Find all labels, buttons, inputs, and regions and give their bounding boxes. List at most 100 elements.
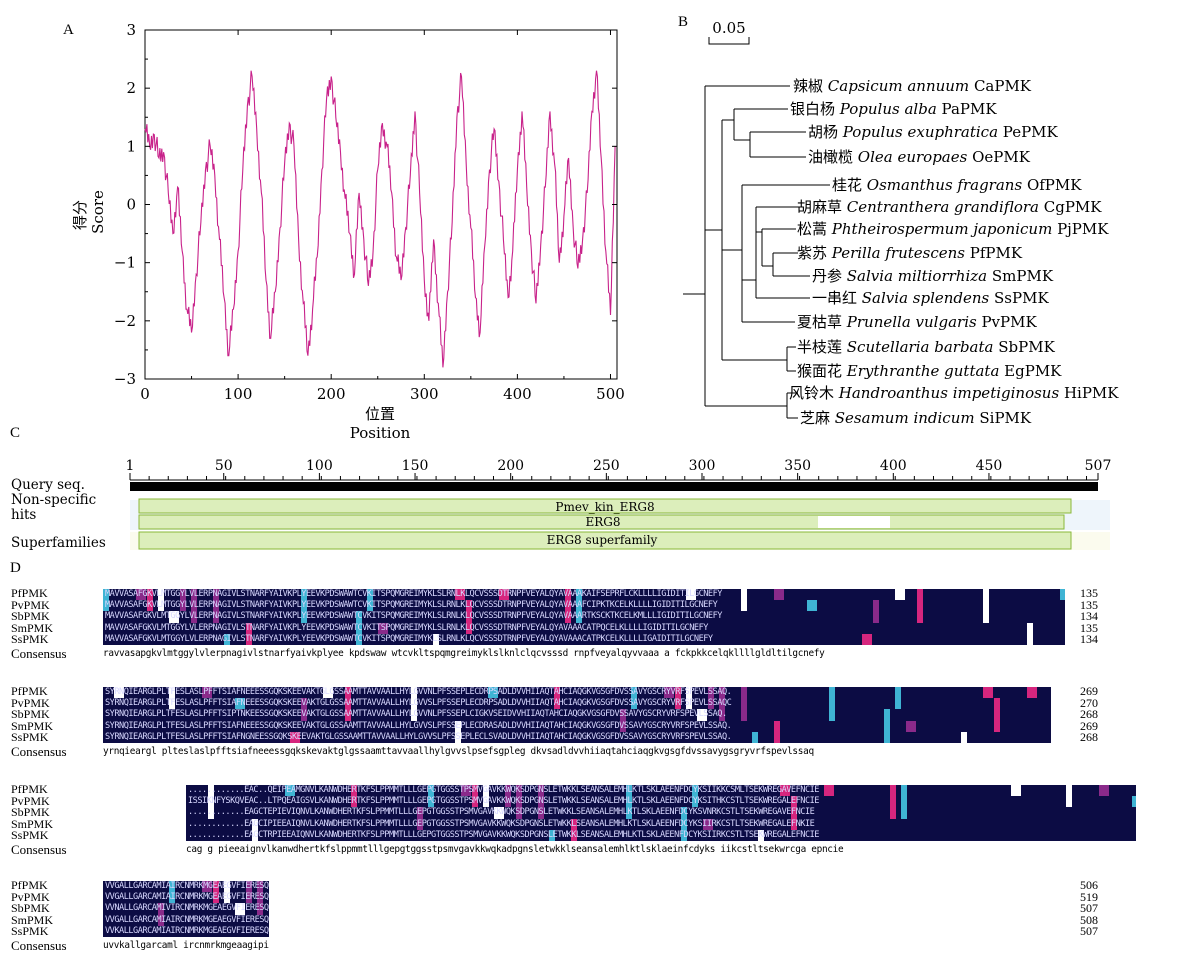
scale-bar bbox=[708, 37, 750, 45]
sequence-end-position: 507 bbox=[1080, 901, 1098, 915]
taxon-cn: 辣椒 bbox=[793, 77, 828, 95]
highlight-column bbox=[565, 589, 571, 623]
taxon-gene: OfPMK bbox=[1027, 176, 1082, 194]
sequence-end-position: 270 bbox=[1080, 695, 1098, 710]
y-tick-labels: 3 2 1 0 −1 −2 −3 bbox=[114, 21, 617, 388]
sequence-name: SbPMK bbox=[11, 609, 50, 623]
hit-pmev-kin-erg8 bbox=[138, 498, 1072, 514]
highlight-column bbox=[686, 589, 696, 601]
highlight-column bbox=[323, 687, 333, 699]
x-tick-label: 300 bbox=[410, 385, 439, 403]
taxon-label: 辣椒 Capsicum annuum CaPMK bbox=[793, 77, 1032, 95]
taxon-sci: Perilla frutescens bbox=[831, 244, 970, 262]
highlight-column bbox=[472, 785, 478, 808]
x-axis-label-cn: 位置 bbox=[365, 405, 395, 423]
taxon-gene: PfPMK bbox=[970, 244, 1023, 262]
highlight-column bbox=[169, 611, 179, 623]
panel-d-label: D bbox=[10, 560, 21, 576]
y-tick-label: 3 bbox=[126, 21, 136, 39]
highlight-column bbox=[285, 785, 295, 797]
taxon-label: 紫苏 Perilla frutescens PfPMK bbox=[797, 244, 1023, 262]
highlight-column bbox=[664, 687, 674, 699]
alignment-block: PfPMK 135 PvPMK 135 SbPMK 134 SmPMK 135 SsPMK 134… bbox=[0, 586, 1200, 683]
domain-diagram: 1 50 100 150 200 250 300 350 400 450 507 Pmev_kin_… bbox=[11, 458, 1112, 551]
highlight-column bbox=[576, 589, 582, 623]
taxon-gene: SiPMK bbox=[979, 409, 1032, 427]
taxon-gene: PvPMK bbox=[981, 313, 1037, 331]
highlight-column bbox=[461, 785, 471, 797]
consensus-sequence: cag g pieeaignvlkanwdhertkfslppmmtlllgep… bbox=[186, 844, 844, 855]
ruler-tick-label: 50 bbox=[215, 458, 233, 474]
ruler-tick-label: 250 bbox=[593, 458, 620, 474]
highlight-column bbox=[290, 731, 300, 743]
x-tick-labels: 0 100 200 300 400 500 bbox=[140, 30, 625, 403]
highlight-column bbox=[494, 807, 504, 819]
taxon-gene: CaPMK bbox=[974, 77, 1032, 95]
highlight-column bbox=[774, 589, 784, 601]
sequence-end-position: 135 bbox=[1080, 586, 1098, 600]
taxon-sci: Handroanthus impetiginosus bbox=[838, 384, 1064, 402]
consensus-sequence: yrnqieargl plteslaslpfftsiafneeessgqkske… bbox=[103, 746, 814, 757]
highlight-column bbox=[378, 622, 388, 634]
sequence-row: VVGALLGARCAMIAIRCNMRKMGEAEGVFIERESQLLIDT… bbox=[105, 881, 269, 891]
taxon-gene: CgPMK bbox=[1044, 198, 1103, 216]
taxon-sci: Erythranthe guttata bbox=[846, 362, 1004, 380]
ruler-tick-label: 400 bbox=[880, 458, 907, 474]
highlight-column bbox=[780, 785, 790, 797]
highlight-column bbox=[741, 589, 747, 612]
taxon-cn: 银白杨 bbox=[790, 100, 840, 118]
ruler-ticks: 1 50 100 150 200 250 300 350 400 450 507 bbox=[126, 458, 1112, 481]
chart-axes bbox=[144, 29, 618, 380]
taxon-label: 胡杨 Populus exuphratica PePMK bbox=[808, 123, 1059, 141]
sequence-end-position: 269 bbox=[1080, 718, 1098, 733]
y-tick-label: −1 bbox=[114, 254, 136, 272]
highlight-column bbox=[1132, 796, 1136, 808]
ruler-tick-label: 507 bbox=[1085, 458, 1112, 474]
sequence-name: PfPMK bbox=[11, 684, 48, 698]
taxon-sci: Sesamum indicum bbox=[835, 409, 980, 427]
highlight-column bbox=[538, 785, 544, 819]
taxon-label: 银白杨 Populus alba PaPMK bbox=[790, 100, 997, 118]
taxon-sci: Capsicum annuum bbox=[828, 77, 974, 95]
highlight-column bbox=[158, 589, 164, 612]
highlight-column bbox=[741, 687, 747, 721]
sequence-name: SmPMK bbox=[11, 816, 54, 831]
ruler-tick-label: 150 bbox=[402, 458, 429, 474]
highlight-column bbox=[301, 589, 307, 623]
sequence-name: PfPMK bbox=[11, 586, 48, 600]
highlight-column bbox=[554, 687, 560, 710]
panel-a-label: A bbox=[63, 22, 74, 38]
superfamily-label: ERG8 superfamily bbox=[547, 533, 658, 547]
sequence-end-position: 508 bbox=[1080, 912, 1098, 927]
highlight-column bbox=[1099, 785, 1109, 797]
row-hits-label-1: Non-specific bbox=[11, 492, 96, 508]
highlight-column bbox=[213, 589, 219, 623]
tree-branches bbox=[683, 85, 830, 419]
sequence-name: PfPMK bbox=[11, 878, 48, 892]
sequence-row: MAVVASAFGKVLMTGGYLVLERPNAGIVLSTNARFYAIVK… bbox=[105, 600, 718, 611]
highlight-column bbox=[169, 881, 175, 904]
highlight-column bbox=[246, 881, 252, 904]
highlight-column bbox=[488, 687, 498, 699]
alignment-box: VVGALLGARCAMIAIRCNMRKMGEAEGVFIERESQLLIDT… bbox=[103, 881, 269, 937]
highlight-column bbox=[301, 698, 307, 721]
sequence-row: VVNALLGARCAMIVIRCNMRKMGEAEGVFIERESQLLIDT… bbox=[105, 903, 269, 914]
sequence-name: PvPMK bbox=[11, 597, 50, 612]
taxon-cn: 风铃木 bbox=[789, 384, 839, 402]
highlight-column bbox=[136, 589, 146, 601]
highlight-column bbox=[692, 785, 698, 808]
alignment-block: PfPMK390PvPMK403SbPMK391SmPMK392SsPMK391… bbox=[0, 783, 1200, 879]
highlight-column bbox=[631, 687, 637, 710]
highlight-column bbox=[675, 687, 681, 710]
highlight-column bbox=[829, 687, 835, 721]
alignment-block: PfPMK 506 PvPMK 519 SbPMK 507 SmPMK 508 SsPMK 507… bbox=[0, 878, 1200, 975]
highlight-column bbox=[455, 720, 461, 743]
panel-c-label: C bbox=[10, 425, 21, 441]
y-axis-label-cn: 得分 bbox=[71, 200, 89, 230]
taxon-labels: 辣椒 Capsicum annuum CaPMK 银白杨 Populus alba… bbox=[789, 77, 1119, 427]
sequence-row: ............EAGCTRPIEEAIQNVLKANWDHERTKFS… bbox=[188, 829, 819, 840]
superfamily-erg8 bbox=[138, 531, 1072, 550]
highlight-column bbox=[686, 687, 692, 710]
highlight-column bbox=[246, 622, 252, 645]
plot-frame bbox=[144, 29, 618, 380]
